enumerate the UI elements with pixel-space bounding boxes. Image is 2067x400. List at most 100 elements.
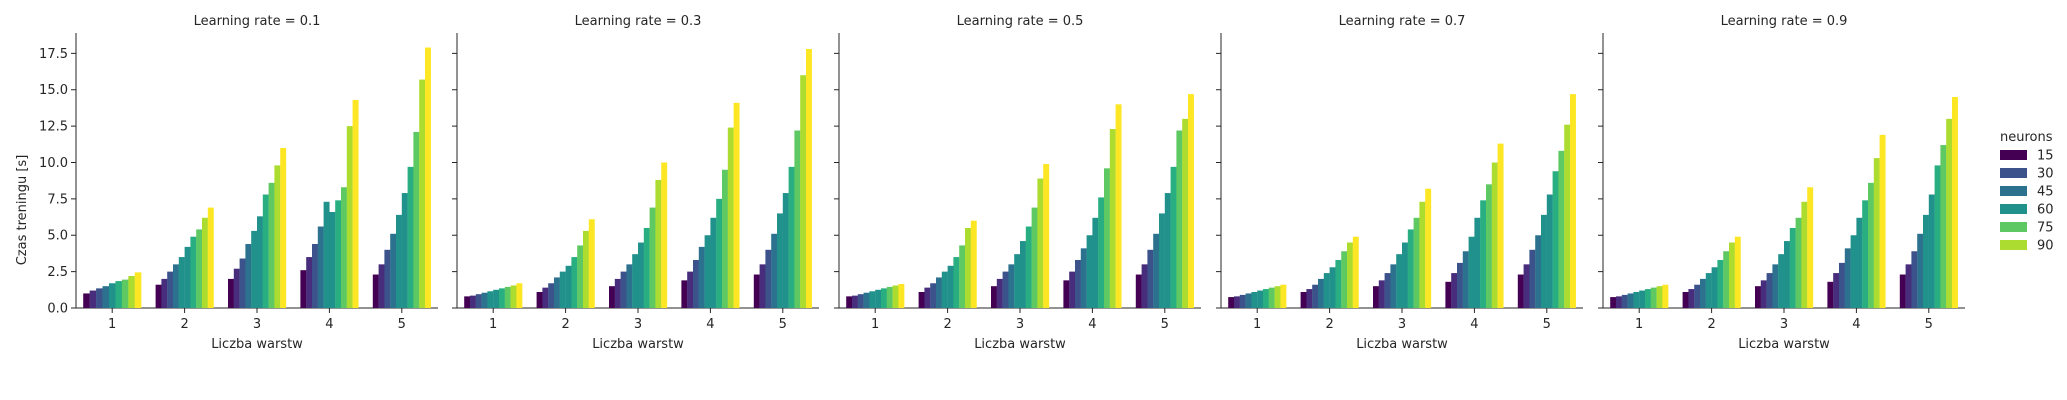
bar xyxy=(257,216,263,308)
panel-1: Learning rate = 0.1 0.0 2.5 5.0 7.5 10.0 12.5 1… xyxy=(39,14,438,352)
bar xyxy=(782,193,789,308)
bar xyxy=(661,162,668,308)
bar xyxy=(1833,273,1840,308)
bar xyxy=(898,283,905,308)
bar xyxy=(970,220,977,308)
bar xyxy=(1419,201,1426,308)
bar xyxy=(1850,235,1857,308)
bar xyxy=(1413,217,1420,308)
bar xyxy=(1778,254,1785,308)
bar xyxy=(1856,217,1863,308)
bar xyxy=(1014,254,1021,308)
x-tick-label: 3 xyxy=(1398,317,1406,332)
bar xyxy=(1341,251,1348,308)
bar xyxy=(649,207,656,308)
legend-label: 15 xyxy=(2037,149,2054,164)
x-tick-label: 2 xyxy=(1325,317,1333,332)
bar xyxy=(1104,168,1110,308)
bar xyxy=(1257,290,1264,308)
bar xyxy=(1135,274,1142,308)
legend-swatch xyxy=(2000,222,2027,232)
panel-4: Learning rate = 0.7 1 2 3 4 5 Liczba warstw xyxy=(1216,14,1583,352)
bar xyxy=(134,272,142,308)
bar xyxy=(1098,197,1105,308)
bar xyxy=(1188,94,1194,308)
bar xyxy=(1396,254,1403,308)
bar xyxy=(588,219,595,308)
bar xyxy=(947,265,954,308)
bar xyxy=(1928,194,1935,308)
x-tick-label: 1 xyxy=(489,317,497,332)
bar xyxy=(1529,249,1536,308)
bar xyxy=(1318,278,1324,308)
bar xyxy=(1717,259,1724,308)
y-tick-label: 5.0 xyxy=(47,229,68,244)
bar xyxy=(1535,235,1542,308)
bar xyxy=(1923,214,1929,308)
bar xyxy=(108,283,116,308)
bar xyxy=(626,264,633,308)
bar xyxy=(643,227,650,308)
bar xyxy=(384,249,391,308)
bar xyxy=(1868,182,1874,308)
bar xyxy=(1063,280,1070,308)
bar xyxy=(233,268,240,308)
bar xyxy=(1552,171,1559,308)
bar xyxy=(407,166,414,308)
bar xyxy=(1228,297,1235,308)
bar xyxy=(1239,294,1246,308)
bar xyxy=(413,131,420,308)
bar xyxy=(1043,163,1050,308)
legend-label: 75 xyxy=(2037,221,2054,236)
bar xyxy=(1705,273,1712,308)
bar xyxy=(1711,267,1718,308)
x-tick-label: 2 xyxy=(561,317,569,332)
y-tick-label: 7.5 xyxy=(47,192,68,207)
bar xyxy=(510,285,517,308)
bar xyxy=(475,294,482,308)
legend: neurons 15 30 45 60 75 90 xyxy=(2000,130,2054,254)
y-tick-label: 17.5 xyxy=(39,47,68,62)
panel-title: Learning rate = 0.3 xyxy=(575,14,702,29)
bar xyxy=(1517,274,1524,308)
bar xyxy=(1335,259,1342,308)
bar xyxy=(155,284,162,308)
bar xyxy=(323,201,330,308)
bar xyxy=(1491,162,1498,308)
bar xyxy=(704,235,711,308)
panel-title: Learning rate = 0.9 xyxy=(1721,14,1848,29)
x-tick-label: 1 xyxy=(1253,317,1261,332)
bar xyxy=(936,277,942,308)
x-tick-label: 5 xyxy=(1161,317,1169,332)
bar xyxy=(341,187,347,308)
bar xyxy=(941,271,948,308)
bar xyxy=(1480,200,1487,308)
legend-title: neurons xyxy=(2000,130,2053,145)
bar xyxy=(1462,251,1469,308)
bar xyxy=(1546,194,1553,308)
bar xyxy=(1917,233,1924,308)
bar xyxy=(173,264,179,308)
bar xyxy=(504,286,511,308)
bar xyxy=(846,296,853,308)
y-tick-label: 0.0 xyxy=(47,302,68,317)
bar xyxy=(1934,165,1941,308)
bar xyxy=(1940,145,1947,308)
bar xyxy=(1639,290,1646,308)
y-tick-label: 12.5 xyxy=(39,120,68,135)
x-tick-label: 5 xyxy=(1925,317,1933,332)
bar xyxy=(1766,273,1773,308)
bar xyxy=(300,270,307,308)
bar xyxy=(1080,248,1087,308)
legend-swatch xyxy=(2000,168,2027,178)
bar xyxy=(869,291,876,308)
bar xyxy=(1760,280,1767,308)
bar xyxy=(1694,284,1701,308)
bar xyxy=(577,245,584,308)
bar xyxy=(1176,130,1183,308)
bar xyxy=(1402,242,1408,308)
bar xyxy=(1069,271,1076,308)
bar xyxy=(1723,251,1730,308)
bar xyxy=(1862,200,1869,308)
bar xyxy=(196,229,203,308)
